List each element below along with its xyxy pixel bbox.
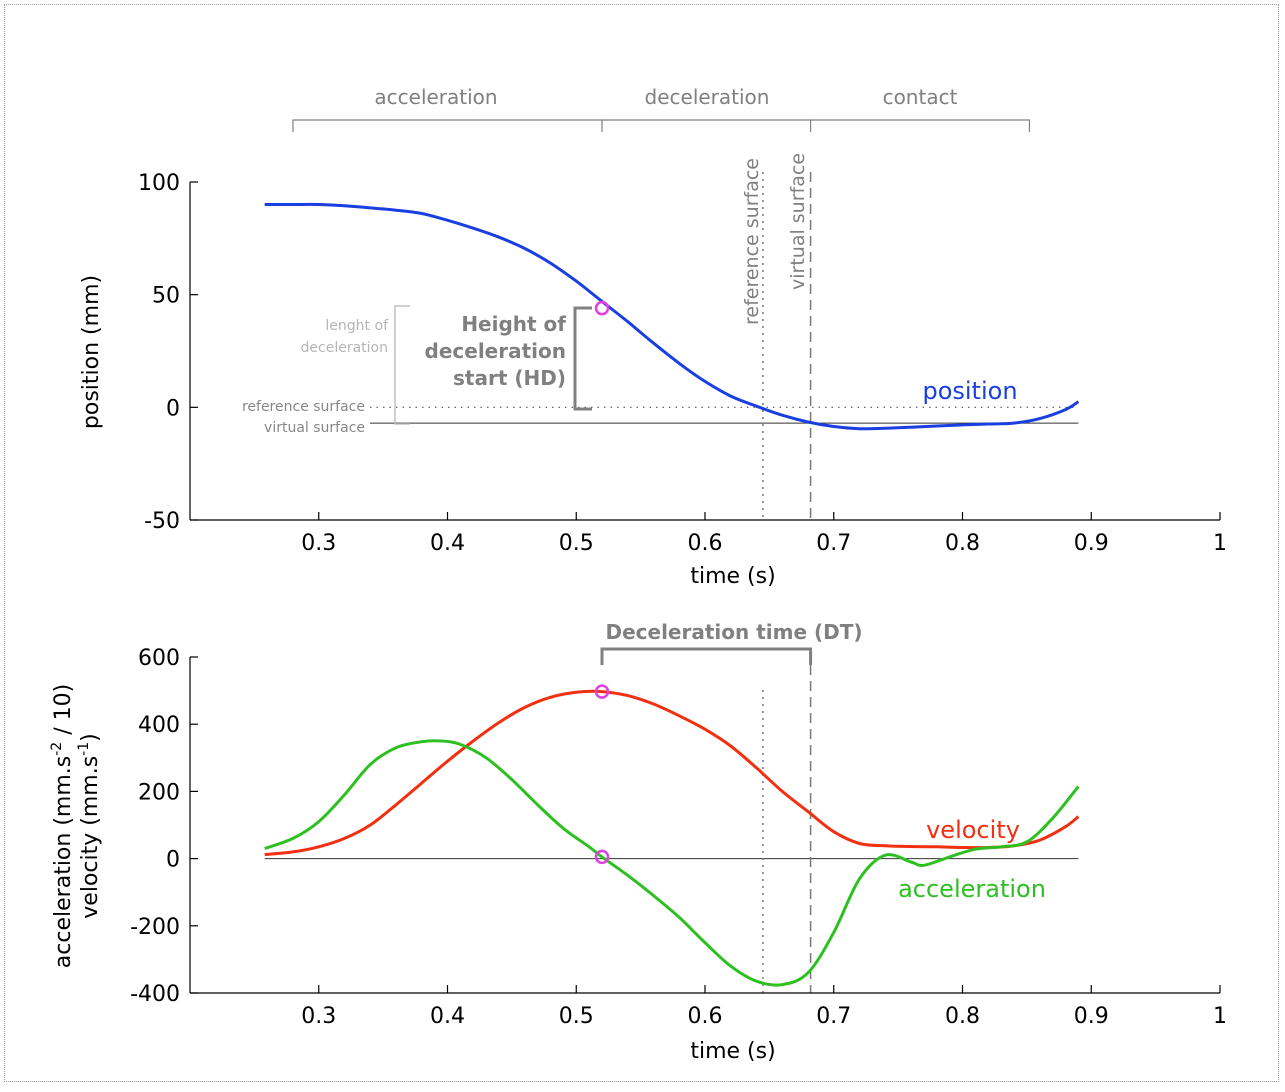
- position-x-tick-label: 0.6: [688, 531, 723, 556]
- bottom-x-tick-label: 0.9: [1074, 1004, 1109, 1029]
- bottom-x-tick-label: 0.5: [559, 1004, 594, 1029]
- bottom-x-tick-label: 0.4: [430, 1004, 465, 1029]
- hd-bracket: [573, 306, 592, 411]
- bottom-y-tick-label: 600: [138, 646, 180, 671]
- bottom-x-tick-label: 1: [1213, 1004, 1227, 1029]
- position-line: [264, 202, 1080, 431]
- acceleration-bracket-label: acceleration: [374, 85, 497, 109]
- position-chart: acceleration deceleration contact refere…: [79, 85, 1227, 589]
- bottom-y-tick-label: -400: [130, 982, 180, 1007]
- bottom-y-tick-label: 200: [138, 780, 180, 805]
- peak-velocity-marker: [594, 684, 610, 699]
- bottom-y-axis-label-line1: acceleration (mm.s-2 / 10): [49, 684, 76, 968]
- position-y-tick-label: -50: [144, 509, 180, 534]
- velocity-line: [264, 689, 1080, 857]
- length-label-line1: lenght of: [325, 318, 389, 334]
- acceleration-series-label: acceleration: [898, 875, 1046, 903]
- deceleration-bracket-label: deceleration: [645, 85, 770, 109]
- position-y-tick-label: 0: [166, 396, 180, 421]
- hd-label-line3: start (HD): [453, 366, 566, 390]
- acceleration-bracket: [292, 119, 603, 132]
- position-y-tick-label: 50: [152, 284, 180, 309]
- bottom-x-axis-label: time (s): [690, 1039, 775, 1064]
- position-y-tick-label: 100: [138, 171, 180, 196]
- bottom-y-tick-label: 400: [138, 713, 180, 738]
- position-x-tick-label: 0.5: [559, 531, 594, 556]
- phase-brackets: [292, 119, 1031, 132]
- position-x-axis-label: time (s): [690, 564, 775, 589]
- reference-surface-h-label: reference surface: [242, 399, 365, 415]
- bottom-x-tick-label: 0.6: [688, 1004, 723, 1029]
- virtual-surface-v-label: virtual surface: [787, 153, 809, 290]
- position-x-tick-label: 0.4: [430, 531, 465, 556]
- position-x-tick-label: 0.3: [301, 531, 336, 556]
- velocity-series-label: velocity: [926, 816, 1020, 844]
- position-axes: 0.3 0.4 0.5 0.6 0.7 0.8 0.9 1 -50 0 50 100: [138, 171, 1227, 556]
- velocity-acceleration-axes: 0.3 0.4 0.5 0.6 0.7 0.8 0.9 1 -400 -200 0 200 400 600: [130, 646, 1227, 1029]
- position-series-label: position: [922, 377, 1017, 405]
- acceleration-line: [264, 739, 1080, 987]
- zero-acceleration-marker: [594, 849, 610, 865]
- contact-bracket: [810, 119, 1031, 132]
- bottom-y-axis-label-line2: velocity (mm.s-1): [76, 733, 103, 918]
- position-x-tick-label: 0.7: [816, 531, 851, 556]
- velocity-acceleration-chart: Deceleration time (DT) velocity accelera…: [49, 620, 1227, 1064]
- contact-bracket-label: contact: [883, 85, 958, 109]
- bottom-y-tick-label: -200: [130, 915, 180, 940]
- position-y-axis-label: position (mm): [79, 275, 104, 429]
- bottom-y-tick-label: 0: [166, 848, 180, 873]
- hd-label-line2: deceleration: [425, 339, 566, 363]
- hd-start-marker: [594, 300, 610, 316]
- bottom-x-tick-label: 0.3: [301, 1004, 336, 1029]
- virtual-surface-h-label: virtual surface: [264, 420, 365, 436]
- deceleration-bracket: [602, 119, 812, 132]
- position-x-tick-label: 1: [1213, 531, 1227, 556]
- hd-label-line1: Height of: [461, 312, 566, 336]
- position-x-tick-label: 0.8: [945, 531, 980, 556]
- length-bracket: [394, 305, 410, 425]
- dt-label: Deceleration time (DT): [605, 620, 862, 644]
- bottom-x-tick-label: 0.7: [816, 1004, 851, 1029]
- bottom-x-tick-label: 0.8: [945, 1004, 980, 1029]
- reference-surface-v-label: reference surface: [741, 158, 763, 325]
- position-x-tick-label: 0.9: [1074, 531, 1109, 556]
- length-label-line2: deceleration: [301, 340, 388, 356]
- dt-bracket: [600, 647, 813, 665]
